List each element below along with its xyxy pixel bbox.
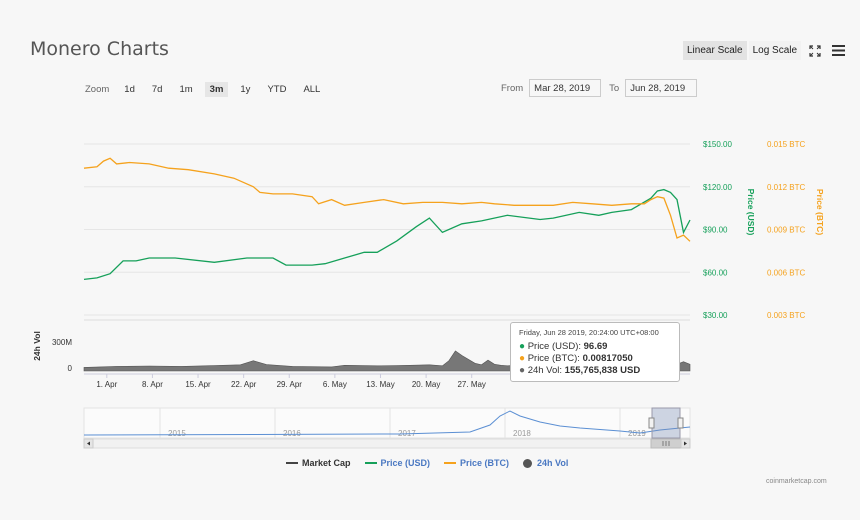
credits-link[interactable]: coinmarketcap.com bbox=[766, 478, 827, 485]
y-btc-tick-label: 0.006 BTC bbox=[767, 268, 805, 277]
navigator-year-label: 2018 bbox=[513, 429, 531, 438]
volume-tick-0: 0 bbox=[68, 364, 73, 373]
legend-market-cap-label: Market Cap bbox=[302, 458, 351, 468]
legend-volume-label: 24h Vol bbox=[537, 458, 569, 468]
price-btc-series-line bbox=[83, 157, 691, 242]
x-tick-label: 29. Apr bbox=[277, 380, 303, 389]
tooltip-vol-label: 24h Vol: bbox=[527, 365, 563, 376]
zoom-bar: Zoom 1d 7d 1m 3m 1y YTD ALL bbox=[85, 82, 332, 97]
x-tick-label: 27. May bbox=[457, 380, 485, 389]
navigator-year-label: 2019 bbox=[628, 429, 646, 438]
y-usd-tick-label: $120.00 bbox=[703, 183, 732, 192]
navigator-right-handle[interactable] bbox=[677, 417, 684, 429]
navigator-year-label: 2015 bbox=[168, 429, 186, 438]
fullscreen-icon[interactable] bbox=[806, 43, 824, 59]
chart-legend: Market Cap Price (USD) Price (BTC) 24h V… bbox=[286, 458, 582, 468]
legend-price-btc-label: Price (BTC) bbox=[460, 458, 510, 468]
menu-icon[interactable] bbox=[829, 43, 847, 59]
navigator-background bbox=[83, 407, 691, 439]
y-btc-tick-label: 0.003 BTC bbox=[767, 311, 805, 320]
y-btc-axis-title: Price (BTC) bbox=[815, 189, 825, 235]
x-tick-label: 1. Apr bbox=[96, 380, 117, 389]
x-tick-label: 15. Apr bbox=[185, 380, 211, 389]
zoom-label: Zoom bbox=[85, 84, 110, 95]
price-usd-swatch bbox=[364, 462, 377, 464]
zoom-ytd-button[interactable]: YTD bbox=[267, 84, 287, 95]
y-btc-tick-label: 0.012 BTC bbox=[767, 183, 805, 192]
zoom-3m-button[interactable]: 3m bbox=[204, 82, 229, 97]
from-label: From bbox=[501, 82, 524, 94]
tooltip-header: Friday, Jun 28 2019, 20:24:00 UTC+08:00 bbox=[519, 328, 659, 337]
log-scale-button[interactable]: Log Scale bbox=[748, 41, 802, 60]
volume-swatch bbox=[523, 458, 533, 468]
navigator-year-label: 2016 bbox=[283, 429, 301, 438]
btc-dot-icon: ● bbox=[519, 353, 526, 364]
tooltip-usd-value: 96.69 bbox=[583, 341, 608, 352]
price-btc-swatch bbox=[444, 462, 457, 464]
x-tick-label: 6. May bbox=[323, 380, 347, 389]
tooltip-btc-value: 0.00817050 bbox=[582, 353, 633, 364]
tooltip-vol-value: 155,765,838 USD bbox=[564, 365, 641, 376]
legend-market-cap[interactable]: Market Cap bbox=[286, 458, 351, 468]
navigator[interactable]: 2015 2016 2017 2018 2019 bbox=[83, 407, 691, 439]
zoom-all-button[interactable]: ALL bbox=[303, 84, 321, 95]
x-tick-label: 13. May bbox=[366, 380, 394, 389]
scrollbar-track[interactable] bbox=[83, 438, 691, 449]
y-btc-tick-label: 0.009 BTC bbox=[767, 226, 805, 235]
scroll-left-arrow-icon bbox=[87, 441, 90, 446]
scrollbar-grip-icon bbox=[662, 441, 670, 446]
tooltip-vol-row: ● 24h Vol: 155,765,838 USD bbox=[519, 365, 671, 377]
zoom-1y-button[interactable]: 1y bbox=[240, 84, 251, 95]
navigator-selection[interactable] bbox=[651, 407, 681, 439]
x-tick-label: 8. Apr bbox=[142, 380, 163, 389]
legend-price-usd-label: Price (USD) bbox=[380, 458, 431, 468]
scale-toolbar: Linear Scale Log Scale bbox=[683, 41, 847, 60]
volume-axis-title: 24h Vol bbox=[32, 331, 42, 361]
zoom-1m-button[interactable]: 1m bbox=[179, 84, 193, 95]
scroll-right-arrow-icon bbox=[684, 441, 687, 446]
to-date-input[interactable] bbox=[625, 79, 698, 97]
tooltip-usd-label: Price (USD): bbox=[527, 341, 581, 352]
tooltip-btc-label: Price (BTC): bbox=[527, 353, 580, 364]
y-btc-tick-label: 0.015 BTC bbox=[767, 140, 805, 149]
zoom-1d-button[interactable]: 1d bbox=[124, 84, 135, 95]
y-usd-axis-title: Price (USD) bbox=[746, 189, 756, 236]
y-usd-tick-label: $30.00 bbox=[703, 311, 728, 320]
legend-volume[interactable]: 24h Vol bbox=[523, 458, 568, 468]
tooltip-usd-row: ● Price (USD): 96.69 bbox=[519, 341, 671, 353]
legend-price-btc[interactable]: Price (BTC) bbox=[444, 458, 509, 468]
linear-scale-button[interactable]: Linear Scale bbox=[683, 41, 747, 60]
chart-tooltip: Friday, Jun 28 2019, 20:24:00 UTC+08:00 … bbox=[510, 322, 680, 382]
to-label: To bbox=[609, 82, 620, 94]
navigator-scrollbar[interactable] bbox=[83, 438, 691, 449]
vol-dot-icon: ● bbox=[519, 365, 526, 376]
y-usd-tick-label: $150.00 bbox=[703, 140, 732, 149]
y-usd-tick-label: $90.00 bbox=[703, 226, 728, 235]
zoom-7d-button[interactable]: 7d bbox=[151, 84, 163, 95]
navigator-left-handle[interactable] bbox=[648, 417, 655, 429]
y-usd-tick-label: $60.00 bbox=[703, 268, 728, 277]
usd-dot-icon: ● bbox=[519, 341, 526, 352]
x-tick-label: 22. Apr bbox=[231, 380, 257, 389]
x-tick-label: 20. May bbox=[412, 380, 440, 389]
price-usd-series-line bbox=[83, 188, 691, 281]
volume-tick-300m: 300M bbox=[52, 338, 72, 347]
navigator-series-line bbox=[83, 410, 691, 436]
tooltip-btc-row: ● Price (BTC): 0.00817050 bbox=[519, 353, 671, 365]
legend-price-usd[interactable]: Price (USD) bbox=[364, 458, 431, 468]
from-date-input[interactable] bbox=[529, 79, 602, 97]
date-range: From To bbox=[501, 79, 705, 97]
market-cap-swatch bbox=[286, 462, 298, 464]
page-title: Monero Charts bbox=[30, 38, 169, 60]
